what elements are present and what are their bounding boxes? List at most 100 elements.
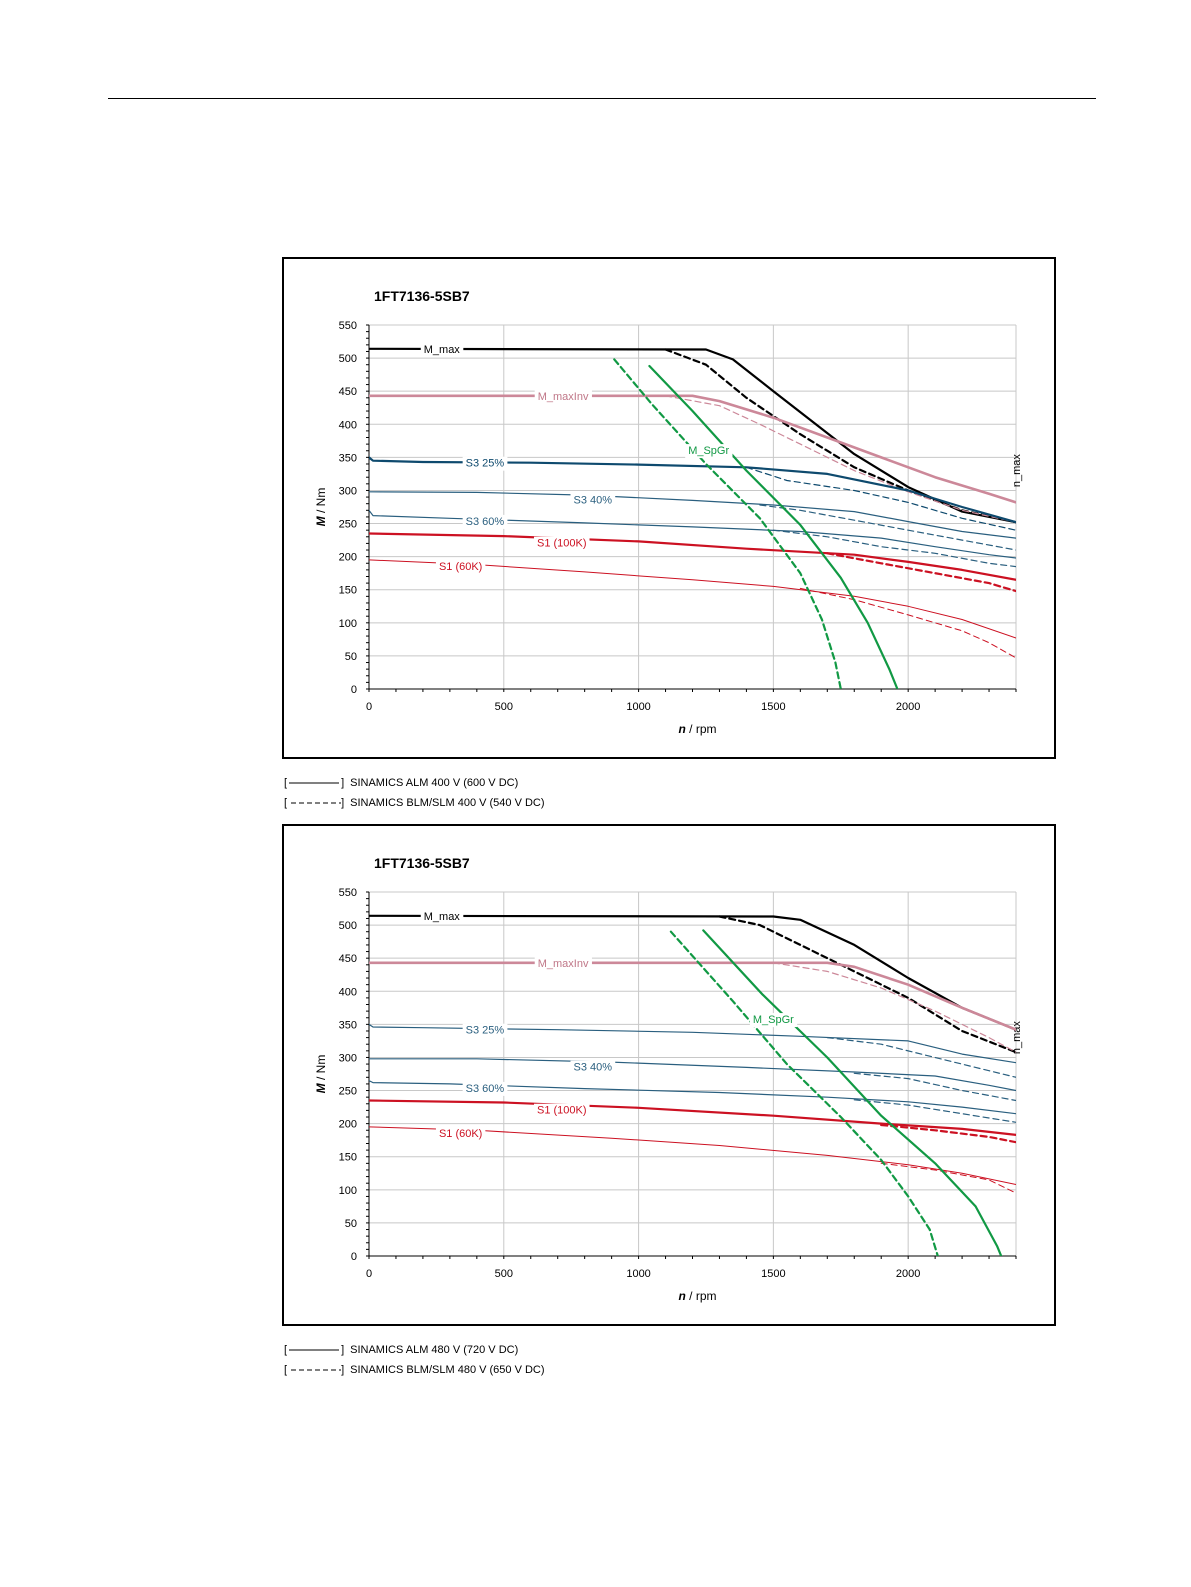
legend-bracket-open: [: [284, 777, 288, 789]
x-tick-label: 2000: [896, 1268, 920, 1280]
y-tick-label: 450: [339, 386, 357, 398]
x-tick-label: 2000: [896, 701, 920, 713]
series-line-5: [826, 1037, 1016, 1078]
chart-1-legend: [ ] SINAMICS ALM 400 V (600 V DC) [ ] SI…: [284, 773, 545, 813]
series-label: M_SpGr: [688, 445, 729, 457]
legend-bracket-close: ]: [341, 1344, 345, 1356]
n-max-label: n_max: [1011, 1021, 1023, 1055]
x-tick-label: 0: [366, 1268, 372, 1280]
y-axis-variable: M: [314, 515, 328, 526]
chart-title: 1FT7136-5SB7: [374, 855, 470, 871]
series-line-12: [369, 1126, 1016, 1185]
series-line-11: [826, 552, 1016, 593]
y-tick-label: 450: [339, 953, 357, 965]
legend-label-dashed: SINAMICS BLM/SLM 400 V (540 V DC): [350, 797, 545, 809]
y-tick-label: 500: [339, 920, 357, 932]
series-line-14: [702, 929, 1003, 1256]
series-label-background: [534, 389, 592, 404]
legend-bracket-close: ]: [341, 777, 345, 789]
y-axis-unit: / Nm: [314, 488, 328, 517]
chart-2-legend: [ ] SINAMICS ALM 480 V (720 V DC) [ ] SI…: [284, 1340, 545, 1380]
legend-dashed-line-sample: [287, 1360, 342, 1380]
series-line-10: [369, 1099, 1016, 1136]
series-label: S3 25%: [466, 1025, 505, 1037]
chart-svg: 1FT7136-5SB7 0 50 100 150 200 250 300 350 400 450 5…: [314, 855, 1023, 1303]
series-line-2: [369, 961, 1016, 1031]
y-axis-label: M / Nm: [314, 488, 328, 527]
y-tick-label: 350: [339, 1019, 357, 1031]
y-tick-label: 500: [339, 353, 357, 365]
y-tick-label: 50: [345, 1218, 357, 1230]
series-line-13: [799, 587, 1016, 659]
series-label-background: [435, 1126, 486, 1141]
x-axis-label: n / rpm: [678, 722, 716, 736]
series-label: S1 (100K): [537, 1105, 587, 1117]
legend-bracket-open: [: [284, 1344, 288, 1356]
y-tick-label: 250: [339, 519, 357, 531]
legend-bracket-open: [: [284, 797, 288, 809]
series-line-4: [369, 456, 1016, 524]
legend-label-solid: SINAMICS ALM 480 V (720 V DC): [350, 1344, 519, 1356]
series-label-background: [533, 536, 590, 551]
series-label: M_max: [424, 911, 461, 923]
series-line-9: [772, 529, 1016, 568]
series-label-background: [462, 1023, 508, 1038]
series-label-background: [462, 1081, 508, 1096]
series-label-background: [462, 456, 508, 471]
y-axis-label: M / Nm: [314, 1055, 328, 1094]
y-tick-label: 550: [339, 887, 357, 899]
series-label: S3 60%: [466, 516, 505, 528]
series-line-8: [369, 1080, 1016, 1115]
legend-dashed-line-sample: [287, 793, 342, 813]
y-tick-label: 350: [339, 452, 357, 464]
series-line-7: [853, 1072, 1016, 1102]
legend-label-dashed: SINAMICS BLM/SLM 480 V (650 V DC): [350, 1364, 545, 1376]
x-axis-unit: / rpm: [686, 722, 717, 736]
series-line-3: [664, 395, 1016, 523]
series-label: M_maxInv: [538, 391, 589, 403]
y-tick-label: 0: [351, 1251, 357, 1263]
series-label-background: [420, 342, 464, 357]
legend-row-dashed: [ ] SINAMICS BLM/SLM 400 V (540 V DC): [284, 793, 545, 813]
legend-solid-line-sample: [287, 773, 341, 793]
series-label: M_max: [424, 344, 461, 356]
legend-row-solid: [ ] SINAMICS ALM 400 V (600 V DC): [284, 773, 545, 793]
series-line-15: [669, 930, 939, 1256]
y-tick-label: 250: [339, 1086, 357, 1098]
x-tick-label: 1500: [761, 701, 785, 713]
series-line-13: [880, 1162, 1016, 1194]
series-label: S1 (100K): [537, 538, 587, 550]
series-line-15: [613, 358, 842, 689]
series-line-4: [369, 1023, 1016, 1064]
series-label-background: [435, 559, 486, 574]
series-line-0: [369, 347, 1016, 524]
series-label: S1 (60K): [439, 1128, 482, 1140]
x-axis-variable: n: [678, 722, 685, 736]
y-tick-label: 50: [345, 651, 357, 663]
x-tick-label: 500: [495, 1268, 513, 1280]
y-tick-label: 550: [339, 320, 357, 332]
legend-bracket-open: [: [284, 1364, 288, 1376]
chart-title: 1FT7136-5SB7: [374, 288, 470, 304]
y-tick-label: 100: [339, 618, 357, 630]
series-label-background: [749, 1013, 798, 1028]
chart-svg: 1FT7136-5SB7 0 50 100 150 200 250 300 350 400 450 5…: [314, 288, 1023, 736]
x-tick-label: 1500: [761, 1268, 785, 1280]
series-line-9: [853, 1099, 1016, 1123]
x-axis-label: n / rpm: [678, 1289, 716, 1303]
y-tick-label: 150: [339, 1152, 357, 1164]
series-line-14: [648, 364, 899, 689]
series-line-7: [759, 504, 1016, 551]
legend-bracket-close: ]: [341, 1364, 345, 1376]
series-line-1: [664, 348, 1016, 524]
series-label-background: [570, 1060, 616, 1075]
series-label-background: [534, 956, 592, 971]
series-label: S3 40%: [573, 1062, 612, 1074]
y-tick-label: 200: [339, 1119, 357, 1131]
series-label-background: [685, 444, 733, 459]
grid-lines: [368, 891, 1017, 1257]
y-axis-variable: M: [314, 1082, 328, 1093]
torque-speed-chart-1: 1FT7136-5SB7 0 50 100 150 200 250 300 350 400 450 5…: [282, 257, 1056, 759]
series-label-background: [420, 909, 464, 924]
y-axis-unit: / Nm: [314, 1055, 328, 1084]
